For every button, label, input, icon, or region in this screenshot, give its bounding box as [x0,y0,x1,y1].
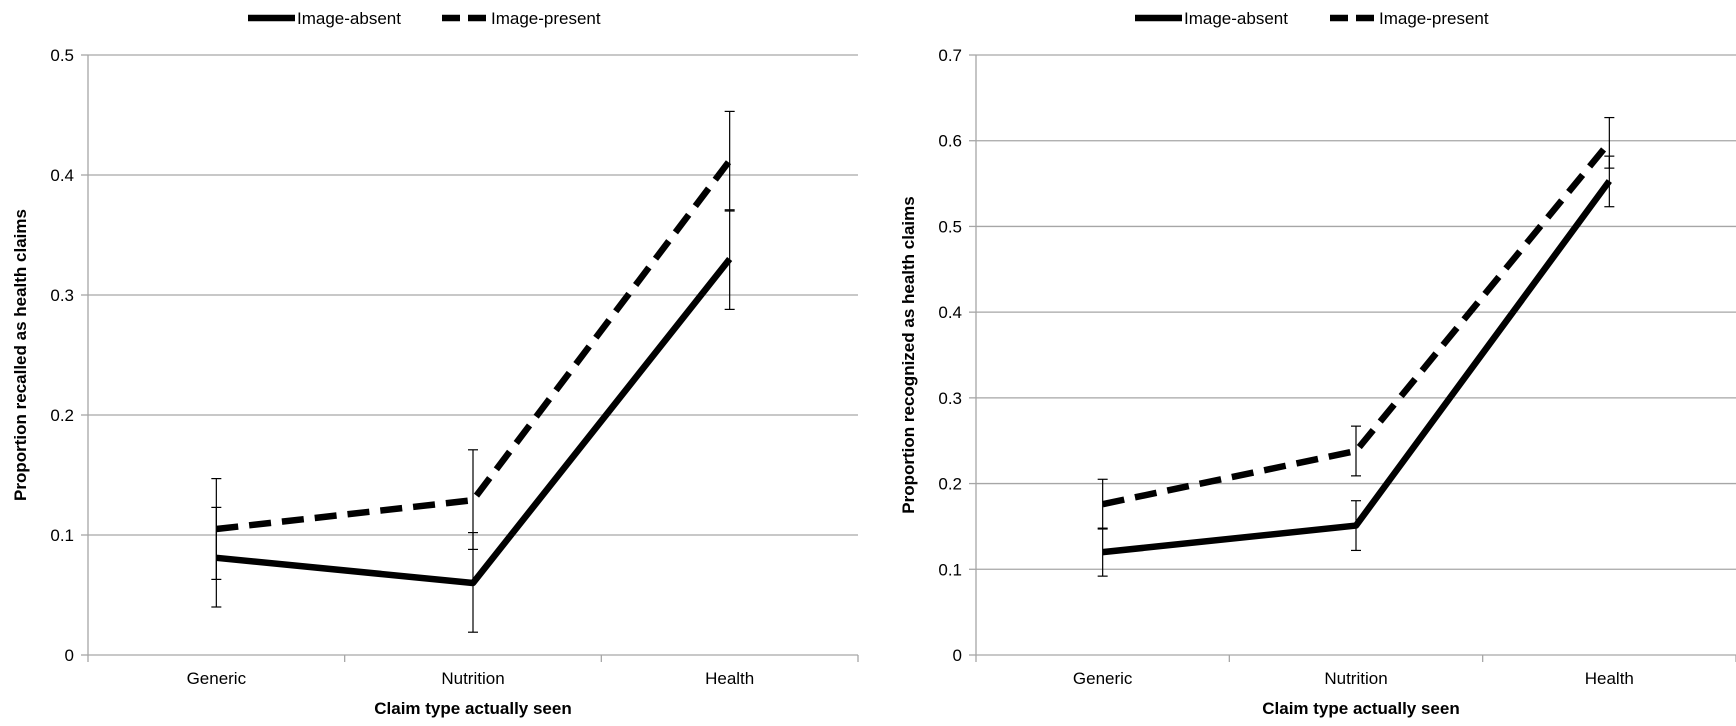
x-tick-label: Generic [1073,669,1133,688]
y-tick-label: 0.7 [938,46,962,65]
series-line-image-present [1101,140,1612,508]
y-tick-label: 0.4 [938,303,962,322]
y-tick-label: 0.1 [938,560,962,579]
x-tick-label: Health [1585,669,1634,688]
x-axis-title: Claim type actually seen [374,699,571,718]
y-tick-label: 0.5 [938,217,962,236]
x-tick-label: Nutrition [1324,669,1387,688]
x-tick-label: Nutrition [441,669,504,688]
x-tick-label: Health [705,669,754,688]
legend-label: Image-absent [297,9,401,28]
y-tick-label: 0 [953,646,962,665]
x-tick-label: Generic [187,669,247,688]
legend-label: Image-present [1379,9,1489,28]
chart-2: 0 0.1 0.2 0.3 0.4 0.5 0.6 0.7 Generic Nutrition He… [899,9,1736,718]
y-tick-label: 0.2 [938,475,962,494]
series-line-image-present [215,158,733,533]
y-tick-label: 0 [65,646,74,665]
y-tick-label: 0.3 [938,389,962,408]
y-axis-title: Proportion recognized as health claims [899,196,918,513]
y-tick-label: 0.4 [50,166,74,185]
chart-1: 0 0.1 0.2 0.3 0.4 0.5 Generic Nutrition Health Cl… [11,9,859,718]
y-tick-label: 0.1 [50,526,74,545]
y-axis-title: Proportion recalled as health claims [11,209,30,501]
y-tick-label: 0.5 [50,46,74,65]
x-axis-title: Claim type actually seen [1262,699,1459,718]
y-tick-label: 0.3 [50,286,74,305]
y-tick-label: 0.6 [938,132,962,151]
y-tick-label: 0.2 [50,406,74,425]
legend-label: Image-absent [1184,9,1288,28]
legend-label: Image-present [491,9,601,28]
